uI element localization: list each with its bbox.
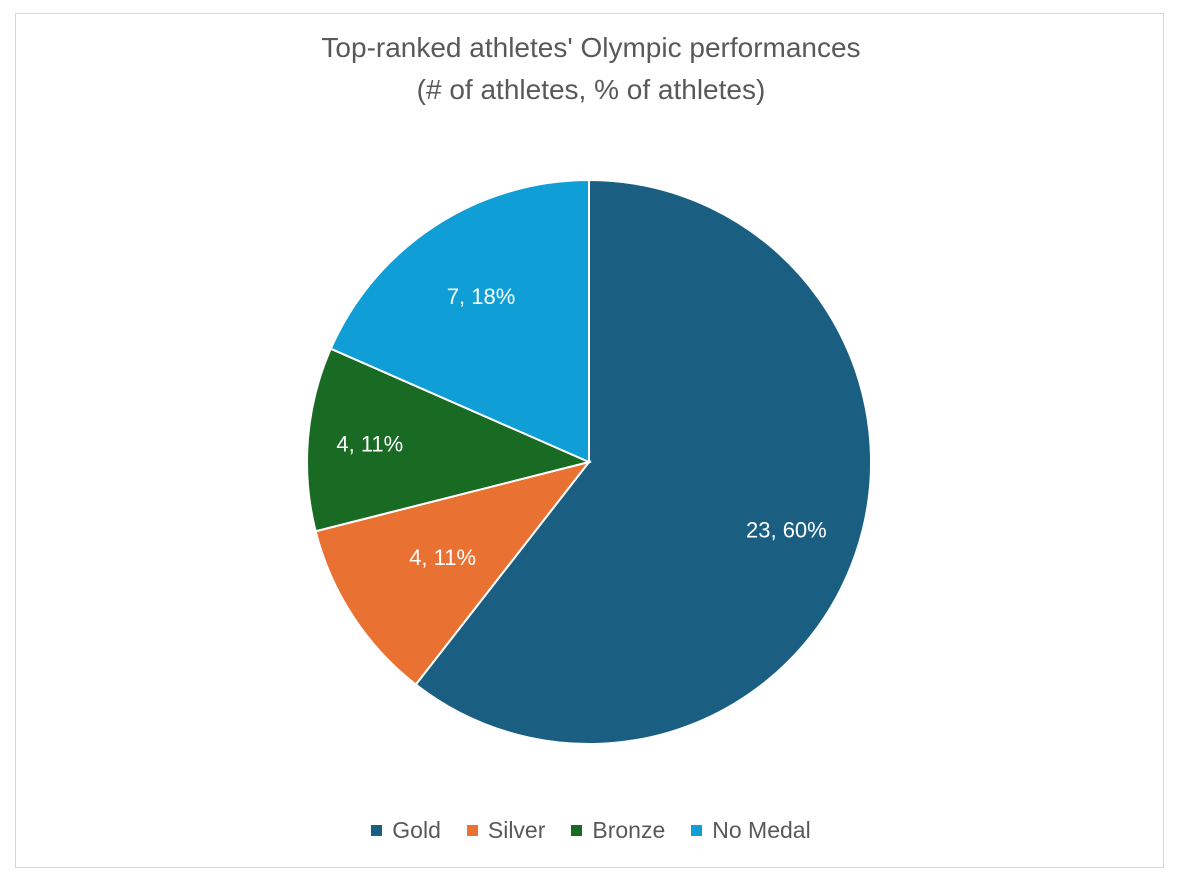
chart-legend: Gold Silver Bronze No Medal <box>0 817 1182 844</box>
legend-label: Silver <box>487 817 546 843</box>
pie-slice-gold <box>414 178 872 745</box>
legend-swatch <box>571 825 583 836</box>
legend-swatch <box>371 825 383 836</box>
pie-slice-silver <box>314 460 592 686</box>
pie-slice-bronze <box>306 347 593 533</box>
pie-slice-no-medal <box>329 178 590 464</box>
legend-swatch <box>466 825 478 836</box>
legend-item-no-medal: No Medal <box>691 817 811 844</box>
data-label-bronze: 4, 11% <box>336 431 403 456</box>
legend-item-bronze: Bronze <box>571 817 665 844</box>
legend-label: No Medal <box>712 817 811 843</box>
legend-item-silver: Silver <box>466 817 546 844</box>
legend-swatch <box>691 825 703 836</box>
chart-subtitle: (# of athletes, % of athletes) <box>416 74 766 105</box>
data-label-gold: 23, 60% <box>746 517 827 542</box>
data-label-no-medal: 7, 18% <box>447 284 516 309</box>
chart-title: Top-ranked athletes' Olympic performance… <box>321 32 861 63</box>
legend-label: Gold <box>392 817 441 843</box>
data-label-silver: 4, 11% <box>409 545 476 570</box>
legend-label: Bronze <box>592 817 666 843</box>
legend-item-gold: Gold <box>371 817 441 844</box>
